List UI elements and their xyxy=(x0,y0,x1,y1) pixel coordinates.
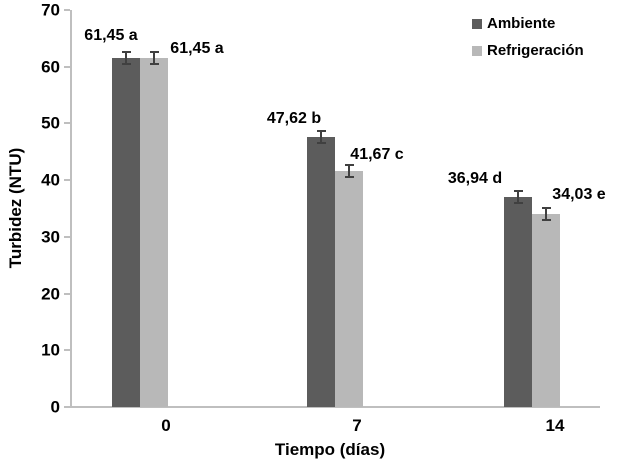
y-tick-label: 60 xyxy=(41,57,60,77)
data-label: 47,62 b xyxy=(266,110,322,127)
x-tick-label: 14 xyxy=(545,416,565,435)
y-axis-tick xyxy=(64,292,70,295)
bar-ambiente-14 xyxy=(504,197,532,407)
error-bar-cap-bottom xyxy=(513,202,523,204)
y-axis-tick xyxy=(64,122,70,125)
legend-marker-icon xyxy=(472,45,482,56)
error-bar-cap-bottom xyxy=(344,176,354,178)
error-bar-line xyxy=(320,131,322,143)
y-tick-label: 70 xyxy=(41,0,60,20)
bar-refrigeración-14 xyxy=(532,214,560,407)
error-bar-cap-top xyxy=(149,51,159,53)
error-bar-cap-bottom xyxy=(316,142,326,144)
bar-ambiente-0 xyxy=(112,58,140,407)
error-bar-cap-top xyxy=(121,51,131,53)
x-axis-title: Tiempo (días) xyxy=(274,440,386,459)
data-label: 36,94 d xyxy=(447,170,503,187)
error-bar-cap-bottom xyxy=(149,63,159,65)
x-tick-label: 0 xyxy=(161,416,171,435)
x-tick-label: 7 xyxy=(352,416,362,435)
y-tick-label: 30 xyxy=(41,227,60,247)
y-axis-tick xyxy=(64,179,70,182)
data-label: 41,67 c xyxy=(350,146,404,163)
y-axis-tick xyxy=(64,406,70,408)
legend-label: Ambiente xyxy=(487,15,556,32)
error-bar-cap-top xyxy=(344,164,354,166)
y-tick-label: 0 xyxy=(50,397,60,417)
y-tick-label: 10 xyxy=(41,340,60,360)
legend-item-refrigeración: Refrigeración xyxy=(472,41,584,60)
bar-refrigeración-7 xyxy=(335,171,363,407)
legend-marker-icon xyxy=(472,18,482,29)
legend-item-ambiente: Ambiente xyxy=(472,14,584,33)
y-tick-label: 20 xyxy=(41,284,60,304)
error-bar-line xyxy=(348,165,350,177)
x-axis-line xyxy=(65,406,600,408)
error-bar-line xyxy=(545,208,547,220)
error-bar-cap-top xyxy=(541,207,551,209)
legend-label: Refrigeración xyxy=(487,42,584,59)
y-axis-line xyxy=(70,10,72,407)
y-tick-label: 40 xyxy=(41,170,60,190)
y-axis-tick xyxy=(64,9,70,11)
y-axis-tick xyxy=(64,235,70,238)
y-tick-label: 50 xyxy=(41,113,60,133)
bar-refrigeración-0 xyxy=(140,58,168,407)
error-bar-line xyxy=(517,191,519,203)
error-bar-cap-bottom xyxy=(121,63,131,65)
error-bar-line xyxy=(125,52,127,64)
data-label: 61,45 a xyxy=(84,27,138,44)
data-label: 61,45 a xyxy=(170,40,224,57)
error-bar-cap-top xyxy=(513,190,523,192)
error-bar-cap-top xyxy=(316,130,326,132)
legend: Ambiente Refrigeración xyxy=(472,14,584,60)
error-bar-cap-bottom xyxy=(541,219,551,221)
y-axis-tick xyxy=(64,349,70,352)
data-label: 34,03 e xyxy=(552,186,606,203)
bar-ambiente-7 xyxy=(307,137,335,407)
y-axis-tick xyxy=(64,65,70,68)
error-bar-line xyxy=(153,52,155,64)
